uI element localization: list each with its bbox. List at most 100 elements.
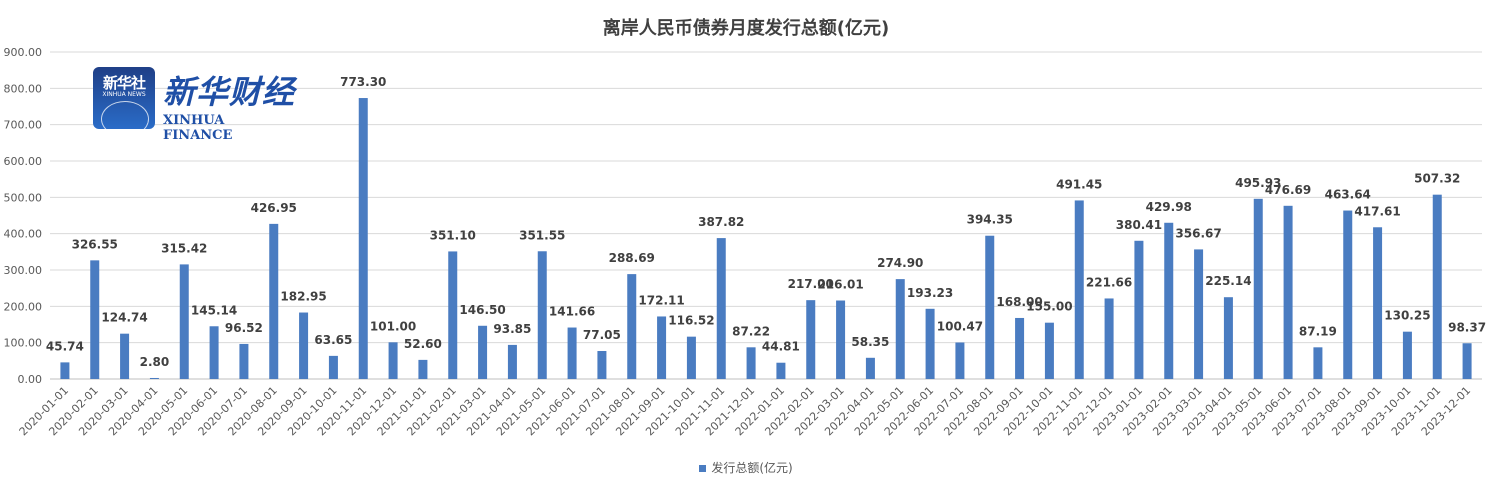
globe-icon [101,101,149,129]
data-label: 507.32 [1414,172,1460,186]
data-label: 45.74 [46,339,84,353]
data-label: 101.00 [370,319,416,333]
xinhua-news-badge: 新华社 XINHUA NEWS [93,67,155,129]
data-label: 87.19 [1299,324,1337,338]
bar [776,362,786,379]
data-label: 773.30 [340,75,386,89]
bar [149,377,159,379]
bar [1223,297,1233,379]
bar [239,343,249,379]
bar [478,325,488,379]
logo-badge-cn: 新华社 [102,74,146,92]
y-tick-label: 900.00 [4,46,43,59]
bar [1164,222,1174,379]
y-tick-label: 200.00 [4,300,43,313]
y-tick-label: 300.00 [4,264,43,277]
data-label: 87.22 [732,324,770,338]
bar [925,308,935,379]
data-label: 98.37 [1448,320,1486,334]
bar [1283,205,1293,379]
bar [597,351,607,379]
bar [1074,200,1084,379]
data-label: 96.52 [225,321,263,335]
bar [120,333,130,379]
data-label: 2.80 [140,355,170,369]
data-label: 380.41 [1116,218,1162,232]
bar [209,326,219,379]
bar [179,264,189,379]
data-label: 387.82 [698,215,744,229]
bar [358,98,368,379]
data-label: 58.35 [851,335,889,349]
bar [865,357,875,379]
data-label: 141.66 [549,305,595,319]
bar [985,235,995,379]
bar [1015,317,1025,379]
bar [269,223,279,379]
data-label: 116.52 [668,314,714,328]
y-tick-label: 400.00 [4,228,43,241]
bar [507,344,517,379]
data-label: 172.11 [638,293,684,307]
bar [1402,331,1412,379]
bar [90,260,100,379]
data-label: 44.81 [762,340,800,354]
data-label: 93.85 [493,322,531,336]
xinhua-finance-logo: 新华社 XINHUA NEWS 新华财经 XINHUA FINANCE [93,67,298,143]
bar [388,342,398,379]
bar [955,342,965,379]
bar [1194,249,1204,379]
data-label: 193.23 [907,286,953,300]
bar [567,327,577,379]
logo-name-text: XINHUA FINANCE [163,113,233,143]
bar [1253,198,1263,379]
data-label: 100.47 [937,319,983,333]
bar [1462,343,1472,379]
data-label: 146.50 [459,303,505,317]
data-label: 221.66 [1086,275,1132,289]
bar [1104,298,1114,379]
data-label: 476.69 [1265,183,1311,197]
y-tick-label: 0.00 [18,373,43,386]
bar [657,316,667,379]
data-label: 326.55 [72,237,118,251]
bar [418,359,428,379]
y-tick-label: 500.00 [4,191,43,204]
logo-script-text: 新华财经 [163,73,296,111]
bar [895,279,905,379]
y-tick-label: 700.00 [4,119,43,132]
bar [537,251,547,379]
bar [1134,240,1144,379]
bar [746,347,756,379]
bar [448,251,458,379]
data-label: 356.67 [1175,226,1221,240]
bar [686,336,696,379]
y-tick-label: 100.00 [4,337,43,350]
data-label: 463.64 [1325,188,1371,202]
data-label: 63.65 [314,333,352,347]
chart-title: 离岸人民币债券月度发行总额(亿元) [602,18,890,39]
data-label: 52.60 [404,337,442,351]
data-label: 429.98 [1146,200,1192,214]
data-label: 217.00 [788,277,834,291]
data-label: 426.95 [251,201,297,215]
data-label: 274.90 [877,256,923,270]
bar [60,362,70,379]
data-label: 315.42 [161,241,207,255]
bar [627,274,637,379]
data-label: 417.61 [1354,204,1400,218]
data-label: 491.45 [1056,177,1102,191]
data-label: 351.10 [430,228,476,242]
data-label: 124.74 [101,311,147,325]
data-label: 182.95 [280,290,326,304]
data-label: 394.35 [967,213,1013,227]
bar [1373,227,1383,379]
bar [806,300,816,379]
data-label: 495.93 [1235,176,1281,190]
data-label: 145.14 [191,303,237,317]
data-label: 216.01 [817,278,863,292]
data-label: 155.00 [1026,300,1072,314]
bar [1343,210,1353,379]
legend-swatch [699,465,707,472]
y-tick-label: 600.00 [4,155,43,168]
